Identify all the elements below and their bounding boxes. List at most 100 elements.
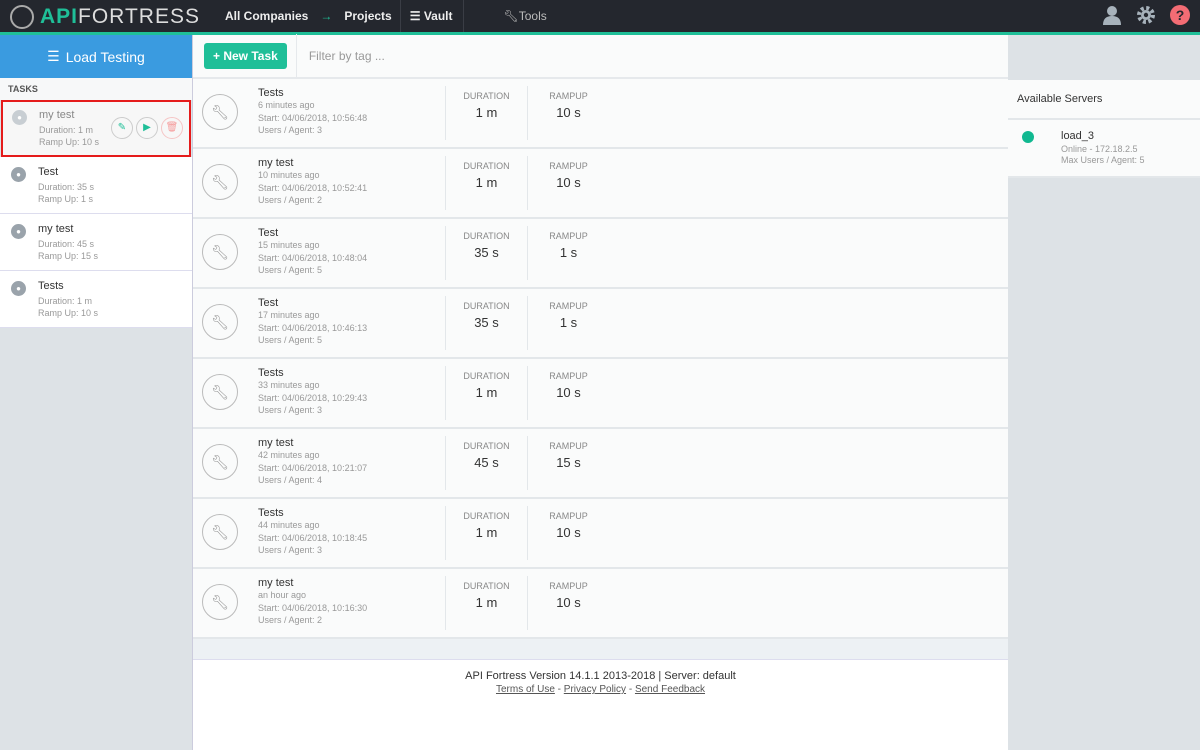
task-item[interactable]: ● my test Duration: 1 m Ramp Up: 10 s ✎ ▶ 🗑… [1,100,191,157]
run-ago: 33 minutes ago [258,380,320,390]
rampup-label: RAMPUP [549,371,588,381]
servers-panel: Available Servers load_3 Online - 172.18… [1008,80,1200,178]
wrench-icon: 🔧︎ [202,164,238,200]
run-ago: 10 minutes ago [258,170,320,180]
run-ago: 42 minutes ago [258,450,320,460]
logo-api: API [40,5,79,28]
run-start: Start: 04/06/2018, 10:46:13 [258,322,368,333]
run-row[interactable]: 🔧︎ my test 10 minutes ago Start: 04/06/2… [193,149,1008,219]
logo[interactable]: APIFORTRESS [10,5,200,29]
help-icon[interactable]: ? [1170,5,1190,25]
filter-input[interactable]: Filter by tag ... [295,34,1008,78]
pin-icon: ● [11,167,26,182]
rampup-value: 1 s [559,315,578,330]
privacy-link[interactable]: Privacy Policy [563,684,627,695]
run-row[interactable]: 🔧︎ Test 17 minutes ago Start: 04/06/2018… [193,289,1008,359]
duration-value: 1 m [475,595,498,610]
feedback-link[interactable]: Send Feedback [634,684,706,695]
wrench-icon: 🔧︎ [202,444,238,480]
edit-icon[interactable]: ✎ [111,117,133,139]
sidebar-title: Load Testing [65,48,145,65]
run-users: Users / Agent: 3 [258,125,323,135]
wrench-icon: 🔧︎ [202,374,238,410]
run-start: Start: 04/06/2018, 10:18:45 [258,532,368,543]
run-users: Users / Agent: 2 [258,615,323,625]
servers-title: Available Servers [1008,80,1200,120]
task-name: Tests [38,280,64,292]
run-start: Start: 04/06/2018, 10:21:07 [258,462,368,473]
nav-tools[interactable]: 🔧︎Tools [504,9,547,23]
sidebar-header[interactable]: ☰ Load Testing [0,35,192,78]
run-ago: 44 minutes ago [258,520,320,530]
task-duration: Duration: 35 s [38,182,95,192]
task-rampup: Ramp Up: 1 s [38,194,94,204]
task-rampup: Ramp Up: 15 s [38,251,99,261]
wrench-icon: 🔧︎ [503,9,519,23]
duration-label: DURATION [463,161,510,171]
rampup-value: 10 s [556,595,581,610]
duration-value: 1 m [475,105,498,120]
logo-icon [10,5,34,29]
gear-icon[interactable] [1136,5,1156,25]
task-rampup: Ramp Up: 10 s [38,308,99,318]
duration-label: DURATION [463,371,510,381]
run-ago: 6 minutes ago [258,100,315,110]
run-start: Start: 04/06/2018, 10:48:04 [258,252,368,263]
trash-icon[interactable]: 🗑︎ [161,117,183,139]
wrench-icon: 🔧︎ [202,94,238,130]
task-item[interactable]: ● Test Duration: 35 s Ramp Up: 1 s [0,157,192,214]
rampup-value: 1 s [559,245,578,260]
play-icon[interactable]: ▶ [136,117,158,139]
user-icon[interactable] [1102,5,1122,25]
run-users: Users / Agent: 3 [258,545,323,555]
duration-value: 1 m [475,525,498,540]
run-row[interactable]: 🔧︎ my test 42 minutes ago Start: 04/06/2… [193,429,1008,499]
server-status: Online - 172.18.2.5 [1061,144,1138,154]
server-max-users: Max Users / Agent: 5 [1061,155,1145,165]
run-row[interactable]: 🔧︎ Tests 44 minutes ago Start: 04/06/201… [193,499,1008,569]
run-start: Start: 04/06/2018, 10:56:48 [258,112,368,123]
divider [399,0,401,32]
rampup-value: 10 s [556,175,581,190]
duration-value: 35 s [474,315,499,330]
link-separator: - [557,684,562,695]
task-duration: Duration: 1 m [39,125,94,135]
sidebar: ☰ Load Testing TASKS ● my test Duration: … [0,35,193,750]
top-navbar: APIFORTRESS All Companies → Projects ☰ V… [0,0,1200,35]
nav-vault[interactable]: ☰ Vault [410,9,453,23]
run-name: Tests [258,367,284,379]
tools-label: Tools [518,9,547,23]
run-name: Tests [258,507,284,519]
nav-projects[interactable]: Projects [344,9,392,23]
version-text: API Fortress Version 14.1.1 2013-2018 | … [465,670,736,682]
run-row[interactable]: 🔧︎ Tests 33 minutes ago Start: 04/06/201… [193,359,1008,429]
task-item[interactable]: ● my test Duration: 45 s Ramp Up: 15 s [0,214,192,271]
run-row[interactable]: 🔧︎ Tests 6 minutes ago Start: 04/06/2018… [193,79,1008,149]
run-users: Users / Agent: 3 [258,405,323,415]
duration-label: DURATION [463,581,510,591]
server-item[interactable]: load_3 Online - 172.18.2.5 Max Users / A… [1008,120,1200,178]
rampup-value: 10 s [556,385,581,400]
rampup-label: RAMPUP [549,441,588,451]
rampup-label: RAMPUP [549,91,588,101]
task-duration: Duration: 45 s [38,239,95,249]
run-start: Start: 04/06/2018, 10:29:43 [258,392,368,403]
duration-value: 45 s [474,455,499,470]
run-row[interactable]: 🔧︎ my test an hour ago Start: 04/06/2018… [193,569,1008,639]
terms-link[interactable]: Terms of Use [495,684,555,695]
new-task-button[interactable]: + New Task [204,43,287,69]
duration-label: DURATION [463,91,510,101]
tasks-label: TASKS [0,78,192,100]
run-ago: 15 minutes ago [258,240,320,250]
main-panel: + New Task Filter by tag ... 🔧︎ Tests 6 … [193,34,1008,750]
svg-text:?: ? [1176,7,1185,23]
rampup-label: RAMPUP [549,581,588,591]
nav-all-companies[interactable]: All Companies [225,9,309,23]
vault-label: Vault [423,9,453,23]
run-name: my test [258,577,294,589]
run-row[interactable]: 🔧︎ Test 15 minutes ago Start: 04/06/2018… [193,219,1008,289]
task-name: my test [38,223,74,235]
task-item[interactable]: ● Tests Duration: 1 m Ramp Up: 10 s [0,271,192,328]
rampup-label: RAMPUP [549,231,588,241]
rampup-label: RAMPUP [549,161,588,171]
